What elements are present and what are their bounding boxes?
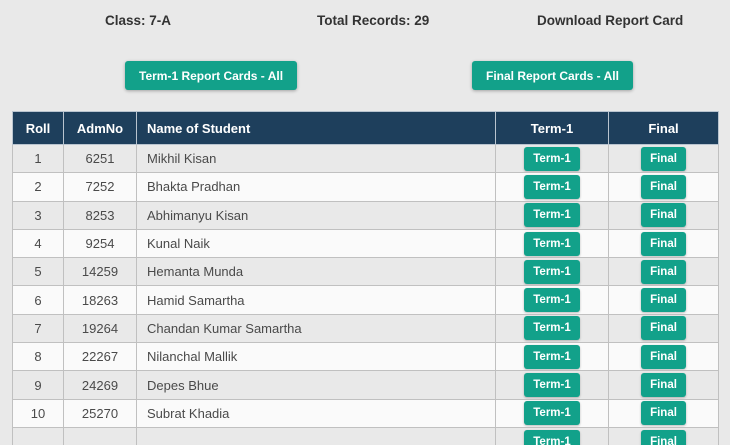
download-report-card-heading: Download Report Card bbox=[537, 13, 684, 28]
admno-cell: 6251 bbox=[63, 143, 137, 174]
student-name-cell: Chandan Kumar Samartha bbox=[136, 313, 496, 344]
admno-cell: 9254 bbox=[63, 228, 137, 259]
table-row: 6 18263 Hamid Samartha Term-1 Final bbox=[12, 285, 719, 315]
admno-cell: 7252 bbox=[63, 172, 137, 202]
final-report-button[interactable]: Final bbox=[641, 203, 686, 228]
student-name-cell: Abhimanyu Kisan bbox=[136, 200, 496, 230]
term1-report-button[interactable]: Term-1 bbox=[524, 373, 580, 398]
column-header-final: Final bbox=[608, 111, 719, 145]
roll-cell: 1 bbox=[12, 143, 64, 174]
term1-report-button[interactable]: Term-1 bbox=[524, 174, 580, 199]
table-row: Term-1 Final bbox=[12, 426, 719, 445]
final-report-button[interactable]: Final bbox=[641, 373, 686, 398]
table-row: 7 19264 Chandan Kumar Samartha Term-1 Fi… bbox=[12, 313, 719, 344]
table-row: 10 25270 Subrat Khadia Term-1 Final bbox=[12, 398, 719, 428]
admno-cell: 22267 bbox=[63, 342, 137, 372]
student-name-cell: Hemanta Munda bbox=[136, 257, 496, 287]
term1-report-cards-all-button[interactable]: Term-1 Report Cards - All bbox=[125, 61, 298, 90]
class-label: Class: 7-A bbox=[105, 13, 172, 28]
table-row: 9 24269 Depes Bhue Term-1 Final bbox=[12, 370, 719, 400]
table-row: 3 8253 Abhimanyu Kisan Term-1 Final bbox=[12, 200, 719, 230]
admno-cell: 18263 bbox=[63, 285, 137, 315]
final-report-button[interactable]: Final bbox=[641, 288, 686, 313]
roll-cell: 10 bbox=[12, 398, 64, 428]
term1-report-button[interactable]: Term-1 bbox=[524, 288, 580, 313]
total-records-label: Total Records: 29 bbox=[317, 13, 430, 28]
final-report-cards-all-button[interactable]: Final Report Cards - All bbox=[472, 61, 633, 90]
roll-cell: 8 bbox=[12, 342, 64, 372]
admno-cell: 14259 bbox=[63, 257, 137, 287]
roll-cell: 6 bbox=[12, 285, 64, 315]
roll-cell: 3 bbox=[12, 200, 64, 230]
roll-cell: 4 bbox=[12, 228, 64, 259]
final-report-button[interactable]: Final bbox=[641, 231, 686, 256]
table-body: 1 6251 Mikhil Kisan Term-1 Final 2 7252 … bbox=[12, 143, 719, 445]
term1-report-button[interactable]: Term-1 bbox=[524, 344, 580, 369]
table-row: 5 14259 Hemanta Munda Term-1 Final bbox=[12, 257, 719, 287]
roll-cell: 9 bbox=[12, 370, 64, 400]
student-name-cell: Subrat Khadia bbox=[136, 398, 496, 428]
student-name-cell bbox=[136, 426, 496, 445]
final-report-button[interactable]: Final bbox=[641, 344, 686, 369]
column-header-student-name: Name of Student bbox=[136, 111, 496, 145]
student-name-cell: Mikhil Kisan bbox=[136, 143, 496, 174]
term1-report-button[interactable]: Term-1 bbox=[524, 259, 580, 284]
table-row: 2 7252 Bhakta Pradhan Term-1 Final bbox=[12, 172, 719, 202]
table-row: 4 9254 Kunal Naik Term-1 Final bbox=[12, 228, 719, 259]
table-header: Roll AdmNo Name of Student Term-1 Final bbox=[12, 111, 719, 145]
final-report-button[interactable]: Final bbox=[641, 316, 686, 341]
admno-cell: 24269 bbox=[63, 370, 137, 400]
roll-cell bbox=[12, 426, 64, 445]
table-row: 1 6251 Mikhil Kisan Term-1 Final bbox=[12, 143, 719, 174]
student-name-cell: Kunal Naik bbox=[136, 228, 496, 259]
student-name-cell: Hamid Samartha bbox=[136, 285, 496, 315]
roll-cell: 7 bbox=[12, 313, 64, 344]
term1-report-button[interactable]: Term-1 bbox=[524, 231, 580, 256]
term1-report-button[interactable]: Term-1 bbox=[524, 316, 580, 341]
table-row: 8 22267 Nilanchal Mallik Term-1 Final bbox=[12, 342, 719, 372]
final-report-button[interactable]: Final bbox=[641, 146, 686, 171]
final-report-button[interactable]: Final bbox=[641, 174, 686, 199]
roll-cell: 2 bbox=[12, 172, 64, 202]
roll-cell: 5 bbox=[12, 257, 64, 287]
final-report-button[interactable]: Final bbox=[641, 401, 686, 426]
column-header-roll: Roll bbox=[12, 111, 64, 145]
term1-report-button[interactable]: Term-1 bbox=[524, 146, 580, 171]
student-name-cell: Bhakta Pradhan bbox=[136, 172, 496, 202]
admno-cell: 19264 bbox=[63, 313, 137, 344]
final-report-button[interactable]: Final bbox=[641, 429, 686, 445]
column-header-term1: Term-1 bbox=[495, 111, 609, 145]
final-report-button[interactable]: Final bbox=[641, 259, 686, 284]
admno-cell bbox=[63, 426, 137, 445]
column-header-admno: AdmNo bbox=[63, 111, 137, 145]
student-name-cell: Nilanchal Mallik bbox=[136, 342, 496, 372]
term1-report-button[interactable]: Term-1 bbox=[524, 401, 580, 426]
term1-report-button[interactable]: Term-1 bbox=[524, 429, 580, 445]
admno-cell: 25270 bbox=[63, 398, 137, 428]
students-report-table: Roll AdmNo Name of Student Term-1 Final … bbox=[12, 111, 719, 445]
term1-report-button[interactable]: Term-1 bbox=[524, 203, 580, 228]
admno-cell: 8253 bbox=[63, 200, 137, 230]
student-name-cell: Depes Bhue bbox=[136, 370, 496, 400]
